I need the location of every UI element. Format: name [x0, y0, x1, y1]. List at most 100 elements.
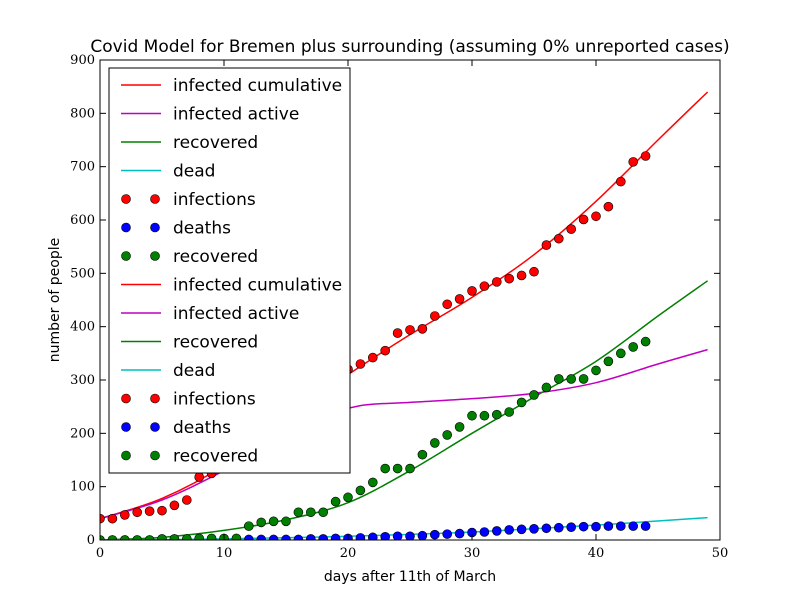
y-tick-label: 300	[70, 373, 95, 388]
chart-title: Covid Model for Bremen plus surrounding …	[90, 37, 729, 57]
point-infections	[132, 507, 142, 518]
plot-frame	[99, 59, 721, 541]
point-recovered	[491, 409, 502, 420]
point-deaths	[628, 521, 639, 531]
point-infections	[541, 240, 552, 250]
point-infections	[603, 201, 614, 212]
point-recovered	[529, 390, 539, 400]
point-deaths	[256, 534, 266, 540]
point-deaths	[529, 523, 539, 534]
point-recovered	[553, 374, 564, 384]
legend-label: recovered	[173, 247, 258, 267]
point-infections	[591, 211, 601, 222]
point-recovered	[157, 534, 167, 540]
legend-marker-sample	[150, 422, 160, 432]
legend-label: infected active	[173, 105, 299, 125]
legend-label: recovered	[173, 333, 258, 353]
point-recovered	[281, 516, 291, 527]
point-recovered	[305, 507, 316, 518]
point-recovered	[628, 342, 639, 352]
legend-marker-sample	[150, 222, 160, 233]
point-deaths	[417, 530, 428, 540]
legend-marker-sample	[121, 450, 131, 461]
point-recovered	[405, 463, 415, 474]
y-tick-label: 800	[70, 106, 95, 121]
point-deaths	[293, 534, 304, 540]
legend-label: infected active	[173, 304, 299, 324]
point-recovered	[367, 477, 378, 488]
point-infections	[628, 157, 639, 167]
point-infections	[182, 495, 192, 505]
point-infections	[100, 513, 105, 524]
point-recovered	[504, 407, 515, 417]
point-infections	[467, 286, 477, 296]
point-infections	[405, 325, 415, 335]
point-deaths	[392, 531, 403, 540]
point-recovered	[182, 534, 192, 540]
point-infections	[504, 273, 515, 284]
point-infections	[454, 294, 465, 304]
point-infections	[120, 510, 130, 520]
point-deaths	[318, 534, 328, 540]
y-tick-label: 400	[70, 320, 95, 335]
point-infections	[355, 359, 366, 369]
point-recovered	[442, 430, 453, 440]
point-infections	[107, 513, 118, 524]
x-tick-label: 30	[464, 546, 481, 561]
point-recovered	[615, 348, 626, 359]
y-axis-label: number of people	[47, 238, 63, 363]
y-tick-label: 500	[70, 266, 95, 281]
point-deaths	[281, 534, 291, 540]
point-infections	[566, 224, 577, 234]
point-deaths	[615, 521, 626, 531]
x-tick-label: 0	[96, 546, 104, 561]
y-tick-label: 700	[70, 160, 95, 175]
point-recovered	[380, 463, 391, 474]
point-infections	[529, 266, 539, 277]
point-recovered	[194, 533, 204, 540]
point-recovered	[541, 382, 552, 393]
point-infections	[157, 505, 167, 516]
point-deaths	[640, 521, 651, 531]
legend-label: infected cumulative	[173, 276, 342, 296]
point-recovered	[603, 356, 614, 367]
legend-label: dead	[173, 361, 215, 381]
point-infections	[578, 214, 589, 225]
point-recovered	[467, 410, 477, 421]
x-axis-label: days after 11th of March	[324, 569, 496, 585]
point-infections	[516, 270, 527, 281]
point-recovered	[566, 374, 577, 384]
point-deaths	[491, 526, 502, 536]
point-deaths	[479, 527, 490, 537]
point-recovered	[355, 485, 366, 496]
point-infections	[442, 299, 453, 310]
point-recovered	[100, 535, 105, 540]
point-recovered	[318, 507, 329, 518]
point-deaths	[244, 534, 254, 540]
legend-label: deaths	[173, 418, 231, 438]
point-recovered	[429, 438, 440, 448]
point-recovered	[454, 422, 465, 432]
legend-label: dead	[173, 162, 215, 182]
point-recovered	[132, 535, 142, 540]
point-deaths	[355, 533, 366, 540]
point-deaths	[553, 522, 564, 533]
legend-marker-sample	[121, 251, 131, 261]
point-infections	[169, 500, 180, 511]
legend-label: infections	[173, 190, 256, 210]
y-tick-label: 200	[70, 426, 95, 441]
point-infections	[417, 323, 428, 334]
legend-label: recovered	[173, 447, 258, 467]
point-deaths	[541, 523, 552, 534]
point-infections	[380, 345, 391, 356]
point-recovered	[293, 507, 304, 518]
point-deaths	[578, 521, 589, 532]
point-recovered	[591, 365, 601, 376]
x-tick-label: 10	[216, 546, 233, 561]
y-tick-label: 600	[70, 213, 95, 228]
point-deaths	[603, 521, 614, 531]
point-recovered	[120, 535, 130, 540]
legend-label: infected cumulative	[173, 76, 342, 96]
point-infections	[392, 328, 403, 338]
